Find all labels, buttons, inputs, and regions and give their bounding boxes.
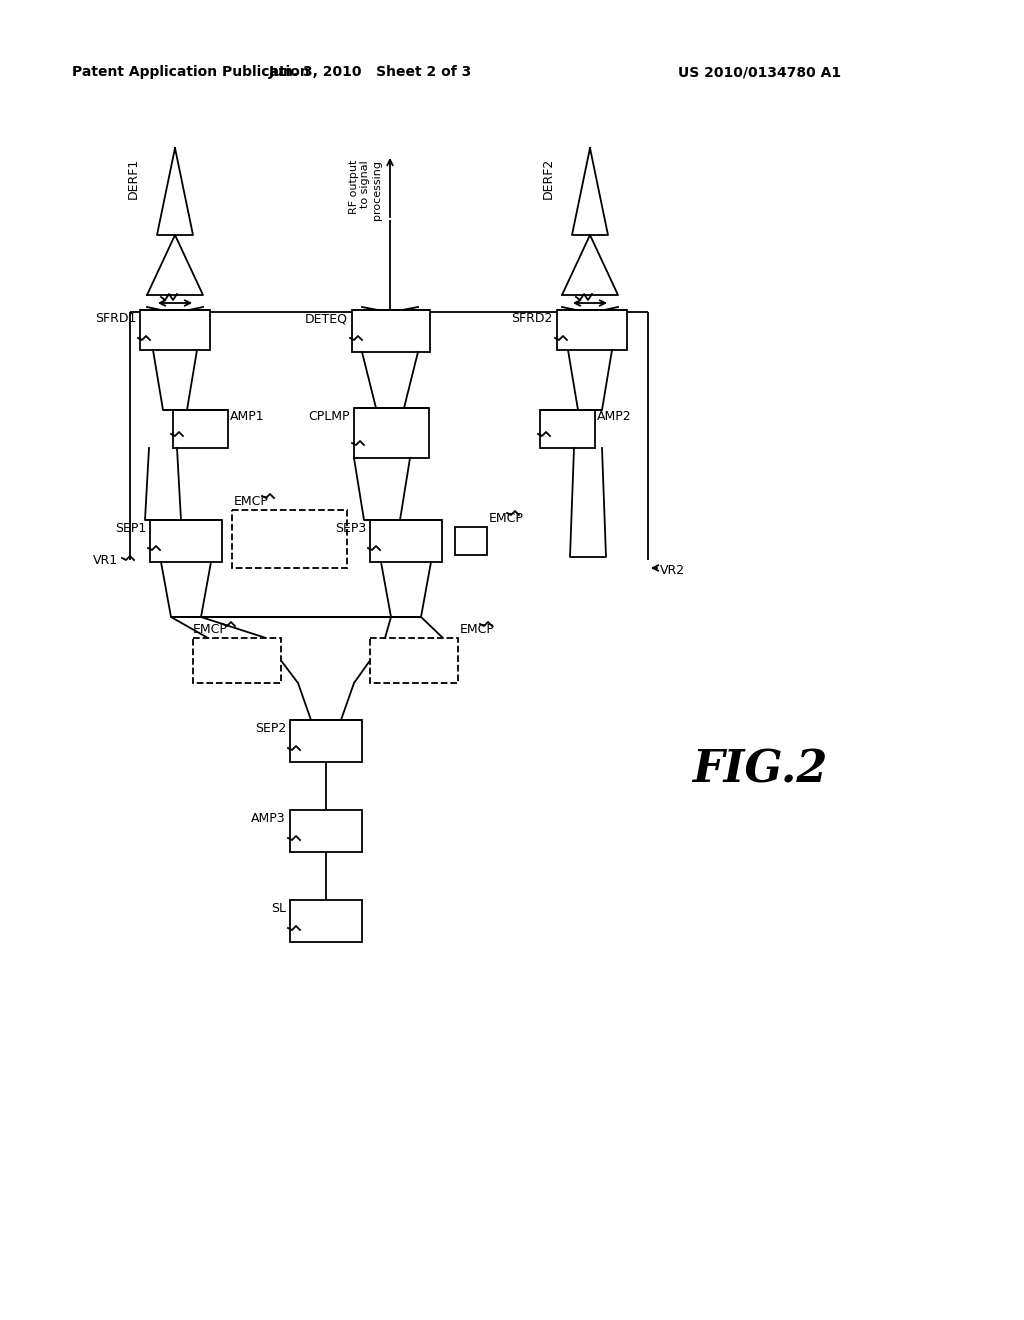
Bar	[352, 310, 430, 352]
Bar	[193, 638, 281, 682]
Text: EMCP: EMCP	[234, 495, 269, 508]
Text: SEP3: SEP3	[335, 521, 366, 535]
Text: AMP2: AMP2	[597, 411, 632, 422]
Text: VR2: VR2	[660, 564, 685, 577]
Text: SEP1: SEP1	[115, 521, 146, 535]
Text: EMCP: EMCP	[460, 623, 495, 636]
Bar	[290, 719, 362, 762]
Text: Jun. 3, 2010   Sheet 2 of 3: Jun. 3, 2010 Sheet 2 of 3	[268, 65, 472, 79]
Text: DERF1: DERF1	[127, 158, 139, 199]
Text: US 2010/0134780 A1: US 2010/0134780 A1	[679, 65, 842, 79]
Bar	[370, 638, 458, 682]
Text: DERF2: DERF2	[542, 158, 555, 199]
Text: CPLMP: CPLMP	[308, 411, 350, 422]
Bar	[354, 408, 429, 458]
Text: DETEQ: DETEQ	[305, 312, 348, 325]
Bar	[557, 310, 627, 350]
Bar	[140, 310, 210, 350]
Bar	[290, 810, 362, 851]
Text: AMP1: AMP1	[230, 411, 264, 422]
Bar	[290, 900, 362, 942]
Text: EMCP: EMCP	[193, 623, 228, 636]
Text: SEP2: SEP2	[255, 722, 286, 735]
Text: FIG.2: FIG.2	[692, 748, 827, 792]
Text: AMP3: AMP3	[251, 812, 286, 825]
Text: VR1: VR1	[93, 553, 118, 566]
Text: EMCP: EMCP	[489, 512, 524, 525]
Text: SL: SL	[271, 902, 286, 915]
Bar	[370, 520, 442, 562]
Bar	[173, 411, 228, 447]
Bar	[150, 520, 222, 562]
Bar	[232, 510, 347, 568]
Text: SFRD1: SFRD1	[94, 312, 136, 325]
Text: SFRD2: SFRD2	[512, 312, 553, 325]
Text: RF output
to signal
processing: RF output to signal processing	[349, 160, 382, 220]
Bar	[455, 527, 487, 554]
Bar	[540, 411, 595, 447]
Text: Patent Application Publication: Patent Application Publication	[72, 65, 309, 79]
